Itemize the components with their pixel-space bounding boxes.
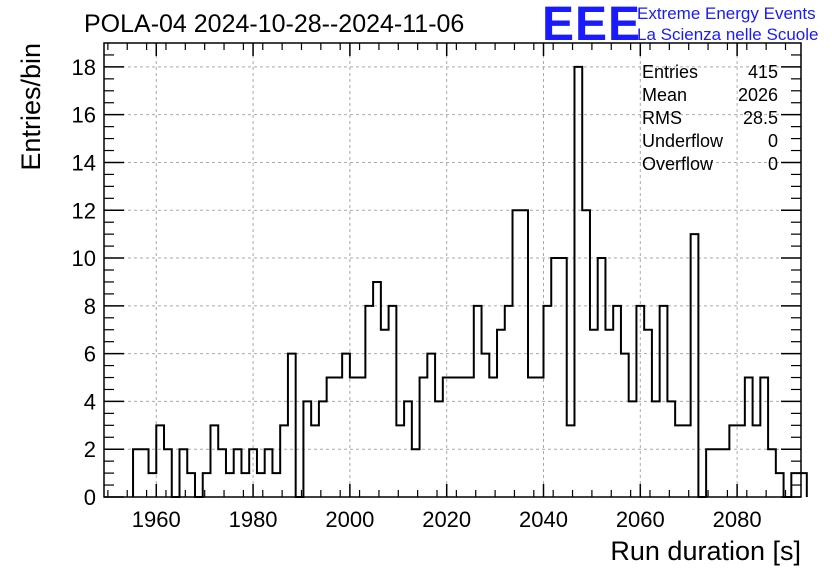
x-tick-labels: 1960 1980 2000 2020 2040 2060 2080 bbox=[132, 507, 762, 532]
y-tick-label: 10 bbox=[72, 246, 96, 271]
chart-title: POLA-04 2024-10-28--2024-11-06 bbox=[84, 10, 464, 38]
x-tick-label: 2000 bbox=[325, 507, 374, 532]
y-tick-label: 2 bbox=[84, 437, 96, 462]
plot-frame bbox=[103, 42, 802, 498]
y-tick-label: 18 bbox=[72, 55, 96, 80]
x-axis-label: Run duration [s] bbox=[610, 536, 801, 566]
eee-logo: EEE Extreme Energy Events La Scienza nel… bbox=[542, 0, 818, 51]
stat-value: 0 bbox=[768, 131, 778, 151]
stat-value: 28.5 bbox=[743, 108, 778, 128]
y-tick-label: 12 bbox=[72, 198, 96, 223]
x-tick-label: 1960 bbox=[132, 507, 181, 532]
histogram-line bbox=[132, 65, 808, 498]
stat-value: 0 bbox=[768, 154, 778, 174]
stat-label: Mean bbox=[642, 85, 687, 105]
y-tick-labels: 0 2 4 6 8 10 12 14 16 18 bbox=[72, 55, 96, 510]
stat-label: Underflow bbox=[642, 131, 724, 151]
x-tick-label: 1980 bbox=[229, 507, 278, 532]
stat-value: 2026 bbox=[738, 85, 778, 105]
stats-box: Entries 415 Mean 2026 RMS 28.5 Underflow 0 Overf… bbox=[642, 62, 778, 174]
stat-value: 415 bbox=[748, 62, 778, 82]
y-tick-label: 4 bbox=[84, 389, 96, 414]
stat-label: RMS bbox=[642, 108, 682, 128]
y-tick-label: 8 bbox=[84, 294, 96, 319]
y-tick-label: 16 bbox=[72, 103, 96, 128]
eee-logo-line2: La Scienza nelle Scuole bbox=[637, 25, 818, 44]
stat-label: Overflow bbox=[642, 154, 714, 174]
eee-logo-line1: Extreme Energy Events bbox=[637, 4, 816, 23]
y-axis-label: Entries/bin bbox=[16, 43, 46, 171]
grid-lines bbox=[104, 43, 801, 497]
x-tick-label: 2020 bbox=[422, 507, 471, 532]
y-tick-label: 14 bbox=[72, 150, 96, 175]
axis-ticks bbox=[104, 43, 801, 498]
x-tick-label: 2080 bbox=[713, 507, 762, 532]
y-tick-label: 0 bbox=[84, 485, 96, 510]
x-tick-label: 2060 bbox=[616, 507, 665, 532]
eee-logo-letters: EEE bbox=[542, 0, 641, 51]
stat-label: Entries bbox=[642, 62, 698, 82]
x-tick-label: 2040 bbox=[519, 507, 568, 532]
y-tick-label: 6 bbox=[84, 342, 96, 367]
